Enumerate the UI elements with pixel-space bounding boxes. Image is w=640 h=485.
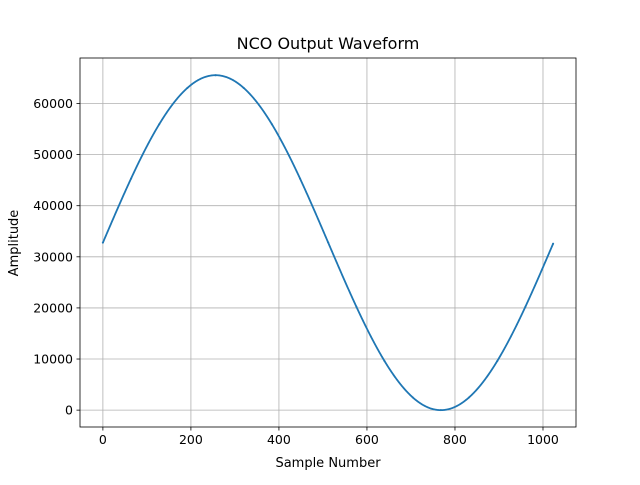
y-tick-label: 50000 bbox=[33, 147, 73, 162]
data-point bbox=[552, 242, 555, 245]
x-axis-ticks: 0 200 400 600 800 1000 bbox=[99, 427, 559, 447]
y-tick-label: 0 bbox=[65, 403, 73, 418]
y-tick-label: 60000 bbox=[33, 96, 73, 111]
y-tick-label: 30000 bbox=[33, 249, 73, 264]
chart-title: NCO Output Waveform bbox=[237, 34, 420, 53]
data-point bbox=[242, 86, 245, 89]
x-tick-label: 200 bbox=[179, 432, 203, 447]
data-point bbox=[270, 123, 273, 126]
y-axis-ticks: 0 10000 20000 30000 40000 50000 60000 bbox=[33, 96, 80, 418]
x-tick-label: 1000 bbox=[527, 432, 559, 447]
data-point bbox=[411, 396, 414, 399]
data-point bbox=[355, 305, 358, 308]
x-tick-label: 800 bbox=[443, 432, 467, 447]
data-point bbox=[383, 360, 386, 363]
data-point bbox=[130, 177, 133, 180]
x-tick-label: 0 bbox=[99, 432, 107, 447]
series-layer bbox=[101, 74, 555, 412]
data-point bbox=[524, 305, 527, 308]
y-tick-label: 40000 bbox=[33, 198, 73, 213]
grid bbox=[80, 58, 576, 427]
data-point bbox=[496, 360, 499, 363]
plot-frame bbox=[79, 57, 577, 428]
y-tick-label: 10000 bbox=[33, 352, 73, 367]
data-point bbox=[299, 177, 302, 180]
x-tick-label: 600 bbox=[355, 432, 379, 447]
data-point bbox=[468, 396, 471, 399]
y-tick-label: 20000 bbox=[33, 300, 73, 315]
data-point bbox=[439, 409, 442, 412]
data-point bbox=[158, 123, 161, 126]
data-point bbox=[101, 241, 104, 244]
data-point bbox=[327, 241, 330, 244]
data-point bbox=[214, 74, 217, 77]
x-axis-label: Sample Number bbox=[275, 456, 381, 471]
x-tick-label: 400 bbox=[267, 432, 291, 447]
data-point bbox=[186, 86, 189, 89]
y-axis-label: Amplitude bbox=[7, 210, 22, 277]
